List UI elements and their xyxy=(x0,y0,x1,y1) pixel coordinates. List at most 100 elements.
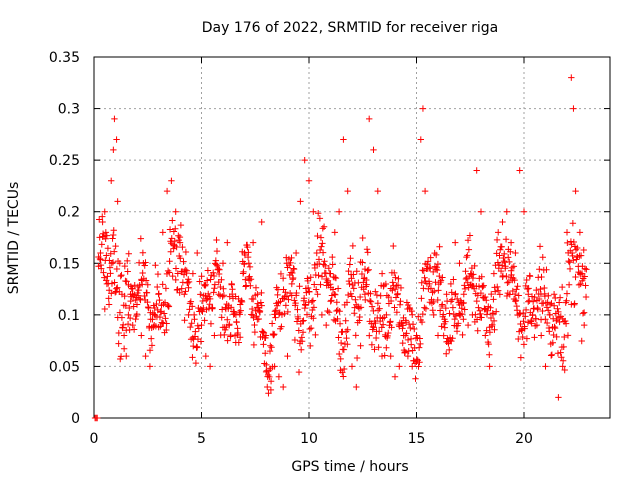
data-point xyxy=(135,286,142,294)
data-point xyxy=(258,218,265,226)
data-point xyxy=(570,105,577,112)
data-point xyxy=(538,273,545,281)
data-point xyxy=(283,292,291,300)
data-point xyxy=(388,324,395,331)
data-point xyxy=(138,332,145,339)
data-point xyxy=(547,352,555,359)
y-tick-label: 0.2 xyxy=(58,205,80,221)
data-point xyxy=(125,250,132,257)
data-point xyxy=(558,283,566,291)
data-point xyxy=(173,286,181,294)
data-point xyxy=(142,277,150,284)
data-point xyxy=(446,346,453,354)
data-point xyxy=(374,187,381,195)
data-point xyxy=(391,269,398,277)
data-point xyxy=(391,304,398,311)
data-point xyxy=(190,342,197,350)
data-point xyxy=(166,226,174,233)
data-point xyxy=(160,310,168,317)
data-point xyxy=(381,352,388,359)
data-point xyxy=(483,327,490,334)
data-point xyxy=(413,356,421,363)
data-point xyxy=(199,308,206,315)
data-point xyxy=(515,335,522,343)
data-point xyxy=(187,298,195,305)
data-point xyxy=(143,289,151,296)
data-point xyxy=(525,285,532,292)
data-point xyxy=(383,344,390,351)
data-point xyxy=(521,325,528,332)
data-point xyxy=(169,241,177,248)
data-point xyxy=(416,359,423,366)
data-point xyxy=(525,291,532,298)
data-point xyxy=(516,310,523,318)
data-point xyxy=(507,248,514,255)
data-point xyxy=(262,349,269,357)
data-point xyxy=(506,258,513,266)
data-point xyxy=(307,324,315,332)
data-point xyxy=(301,156,308,164)
data-point xyxy=(494,283,501,291)
data-point xyxy=(554,350,562,357)
data-point xyxy=(500,254,507,262)
data-point xyxy=(337,339,345,347)
data-point xyxy=(539,307,546,315)
data-point xyxy=(460,316,467,323)
data-point xyxy=(104,245,112,252)
data-point xyxy=(320,261,327,268)
data-point xyxy=(333,299,341,306)
data-point xyxy=(132,315,139,323)
data-point xyxy=(244,243,251,251)
data-point xyxy=(320,223,328,230)
data-point xyxy=(311,281,318,288)
data-point xyxy=(185,284,192,292)
data-point xyxy=(370,146,377,154)
data-point xyxy=(393,309,401,316)
data-point xyxy=(553,333,560,341)
data-point xyxy=(157,323,164,330)
data-point xyxy=(293,289,300,297)
data-point xyxy=(197,338,205,345)
data-point xyxy=(211,332,218,339)
data-point xyxy=(310,315,317,322)
data-point xyxy=(347,255,354,262)
data-point xyxy=(418,295,425,302)
data-point xyxy=(577,271,584,278)
data-point xyxy=(464,252,471,259)
data-point xyxy=(183,267,190,274)
data-point xyxy=(464,321,472,329)
data-point xyxy=(282,302,290,309)
data-point xyxy=(515,292,522,299)
data-point xyxy=(154,270,162,278)
data-point xyxy=(439,274,446,281)
data-point xyxy=(111,248,118,255)
data-point xyxy=(417,340,424,348)
data-point xyxy=(176,233,184,241)
data-point xyxy=(228,281,235,289)
data-point xyxy=(408,307,415,315)
data-point xyxy=(295,368,303,376)
data-point xyxy=(185,278,193,286)
data-point xyxy=(342,317,349,324)
data-point xyxy=(322,262,329,270)
data-point xyxy=(271,308,279,315)
data-point xyxy=(336,350,343,358)
data-point xyxy=(185,311,192,319)
data-point xyxy=(384,332,391,340)
data-point xyxy=(181,316,188,324)
data-point xyxy=(141,292,148,300)
data-point xyxy=(290,265,298,273)
data-point xyxy=(368,303,376,310)
data-point xyxy=(498,243,505,250)
data-point xyxy=(137,235,145,242)
data-point xyxy=(399,339,406,347)
data-point xyxy=(531,322,539,330)
data-point xyxy=(475,304,482,311)
data-point xyxy=(102,235,109,242)
data-point xyxy=(178,285,185,292)
data-point xyxy=(318,311,326,319)
data-point xyxy=(490,296,497,303)
data-point xyxy=(307,342,314,350)
data-point xyxy=(192,328,199,335)
data-point xyxy=(583,266,590,273)
